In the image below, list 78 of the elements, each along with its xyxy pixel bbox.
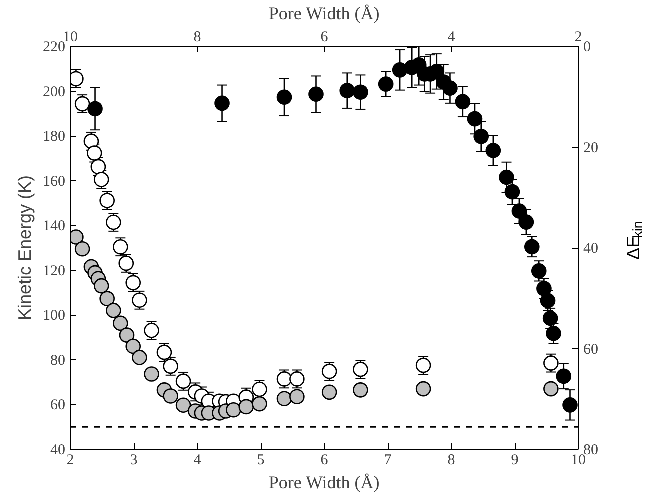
point [322,384,338,400]
x-axis-title: Pore Width (Å) [268,472,380,492]
point [100,291,115,306]
point [442,80,458,96]
x-tick-label: 9 [511,452,519,468]
y2-tick-label: 40 [584,241,598,257]
point [542,310,558,326]
point [429,64,445,80]
point [416,381,432,397]
y-tick-label: 60 [50,398,66,414]
point [163,388,178,404]
y-tick-label: 160 [43,174,66,190]
point [467,111,483,127]
point [276,90,292,106]
point [392,62,408,78]
point [524,239,540,255]
point [176,398,192,414]
point [144,366,160,382]
point [455,94,471,110]
point [504,184,520,200]
x-tick-label: 6 [320,452,329,468]
y-tick-label: 100 [43,308,66,324]
point [132,350,148,366]
x-tick-label: 5 [257,452,265,468]
point [90,159,106,175]
y-tick-label: 180 [43,129,66,146]
point [226,402,242,418]
y2-axis-title: ΔEkin [624,221,645,260]
x-tick-label: 4 [194,452,202,468]
point [544,381,559,397]
y-tick-label: 220 [43,40,66,56]
point [540,293,556,309]
point [486,143,502,158]
x-tick-label: 3 [130,452,138,468]
point [214,96,230,112]
point [308,86,324,102]
point [119,328,135,343]
y2-tick-label: 0 [584,40,591,56]
point [353,84,368,100]
x2-tick-label: 8 [194,30,202,46]
y-tick-label: 120 [43,263,66,280]
point [546,326,562,342]
point [474,129,489,144]
x2-axis-title: Pore Width (Å) [268,4,380,24]
point [106,303,122,318]
point [94,278,110,294]
y-tick-label: 140 [43,218,66,235]
y-tick-label: 200 [43,84,66,100]
y2-tick-label: 60 [584,342,598,358]
x2-tick-label: 2 [574,30,582,46]
x-tick-label: 7 [384,452,392,468]
point [252,396,268,412]
point [353,382,368,398]
point [556,368,572,384]
point [531,264,547,279]
x-tick-label: 8 [448,452,456,468]
y-tick-label: 40 [50,442,66,458]
point [88,101,103,117]
point [74,241,90,257]
point [378,76,394,92]
point [276,391,292,407]
point [499,170,514,186]
point [238,399,254,415]
x2-tick-label: 4 [448,30,456,46]
point [536,281,552,296]
point [113,316,128,332]
y-tick-label: 80 [50,352,66,369]
point [126,338,142,354]
x-tick-label: 2 [66,452,74,468]
y-axis-title: Kinetic Energy (K) [15,175,35,321]
point [340,83,356,98]
x2-tick-label: 6 [320,30,329,46]
point [562,398,578,413]
point [512,204,528,219]
point [518,214,534,230]
x-tick-label: 10 [571,452,586,468]
y2-tick-label: 20 [584,140,598,156]
point [322,364,338,380]
